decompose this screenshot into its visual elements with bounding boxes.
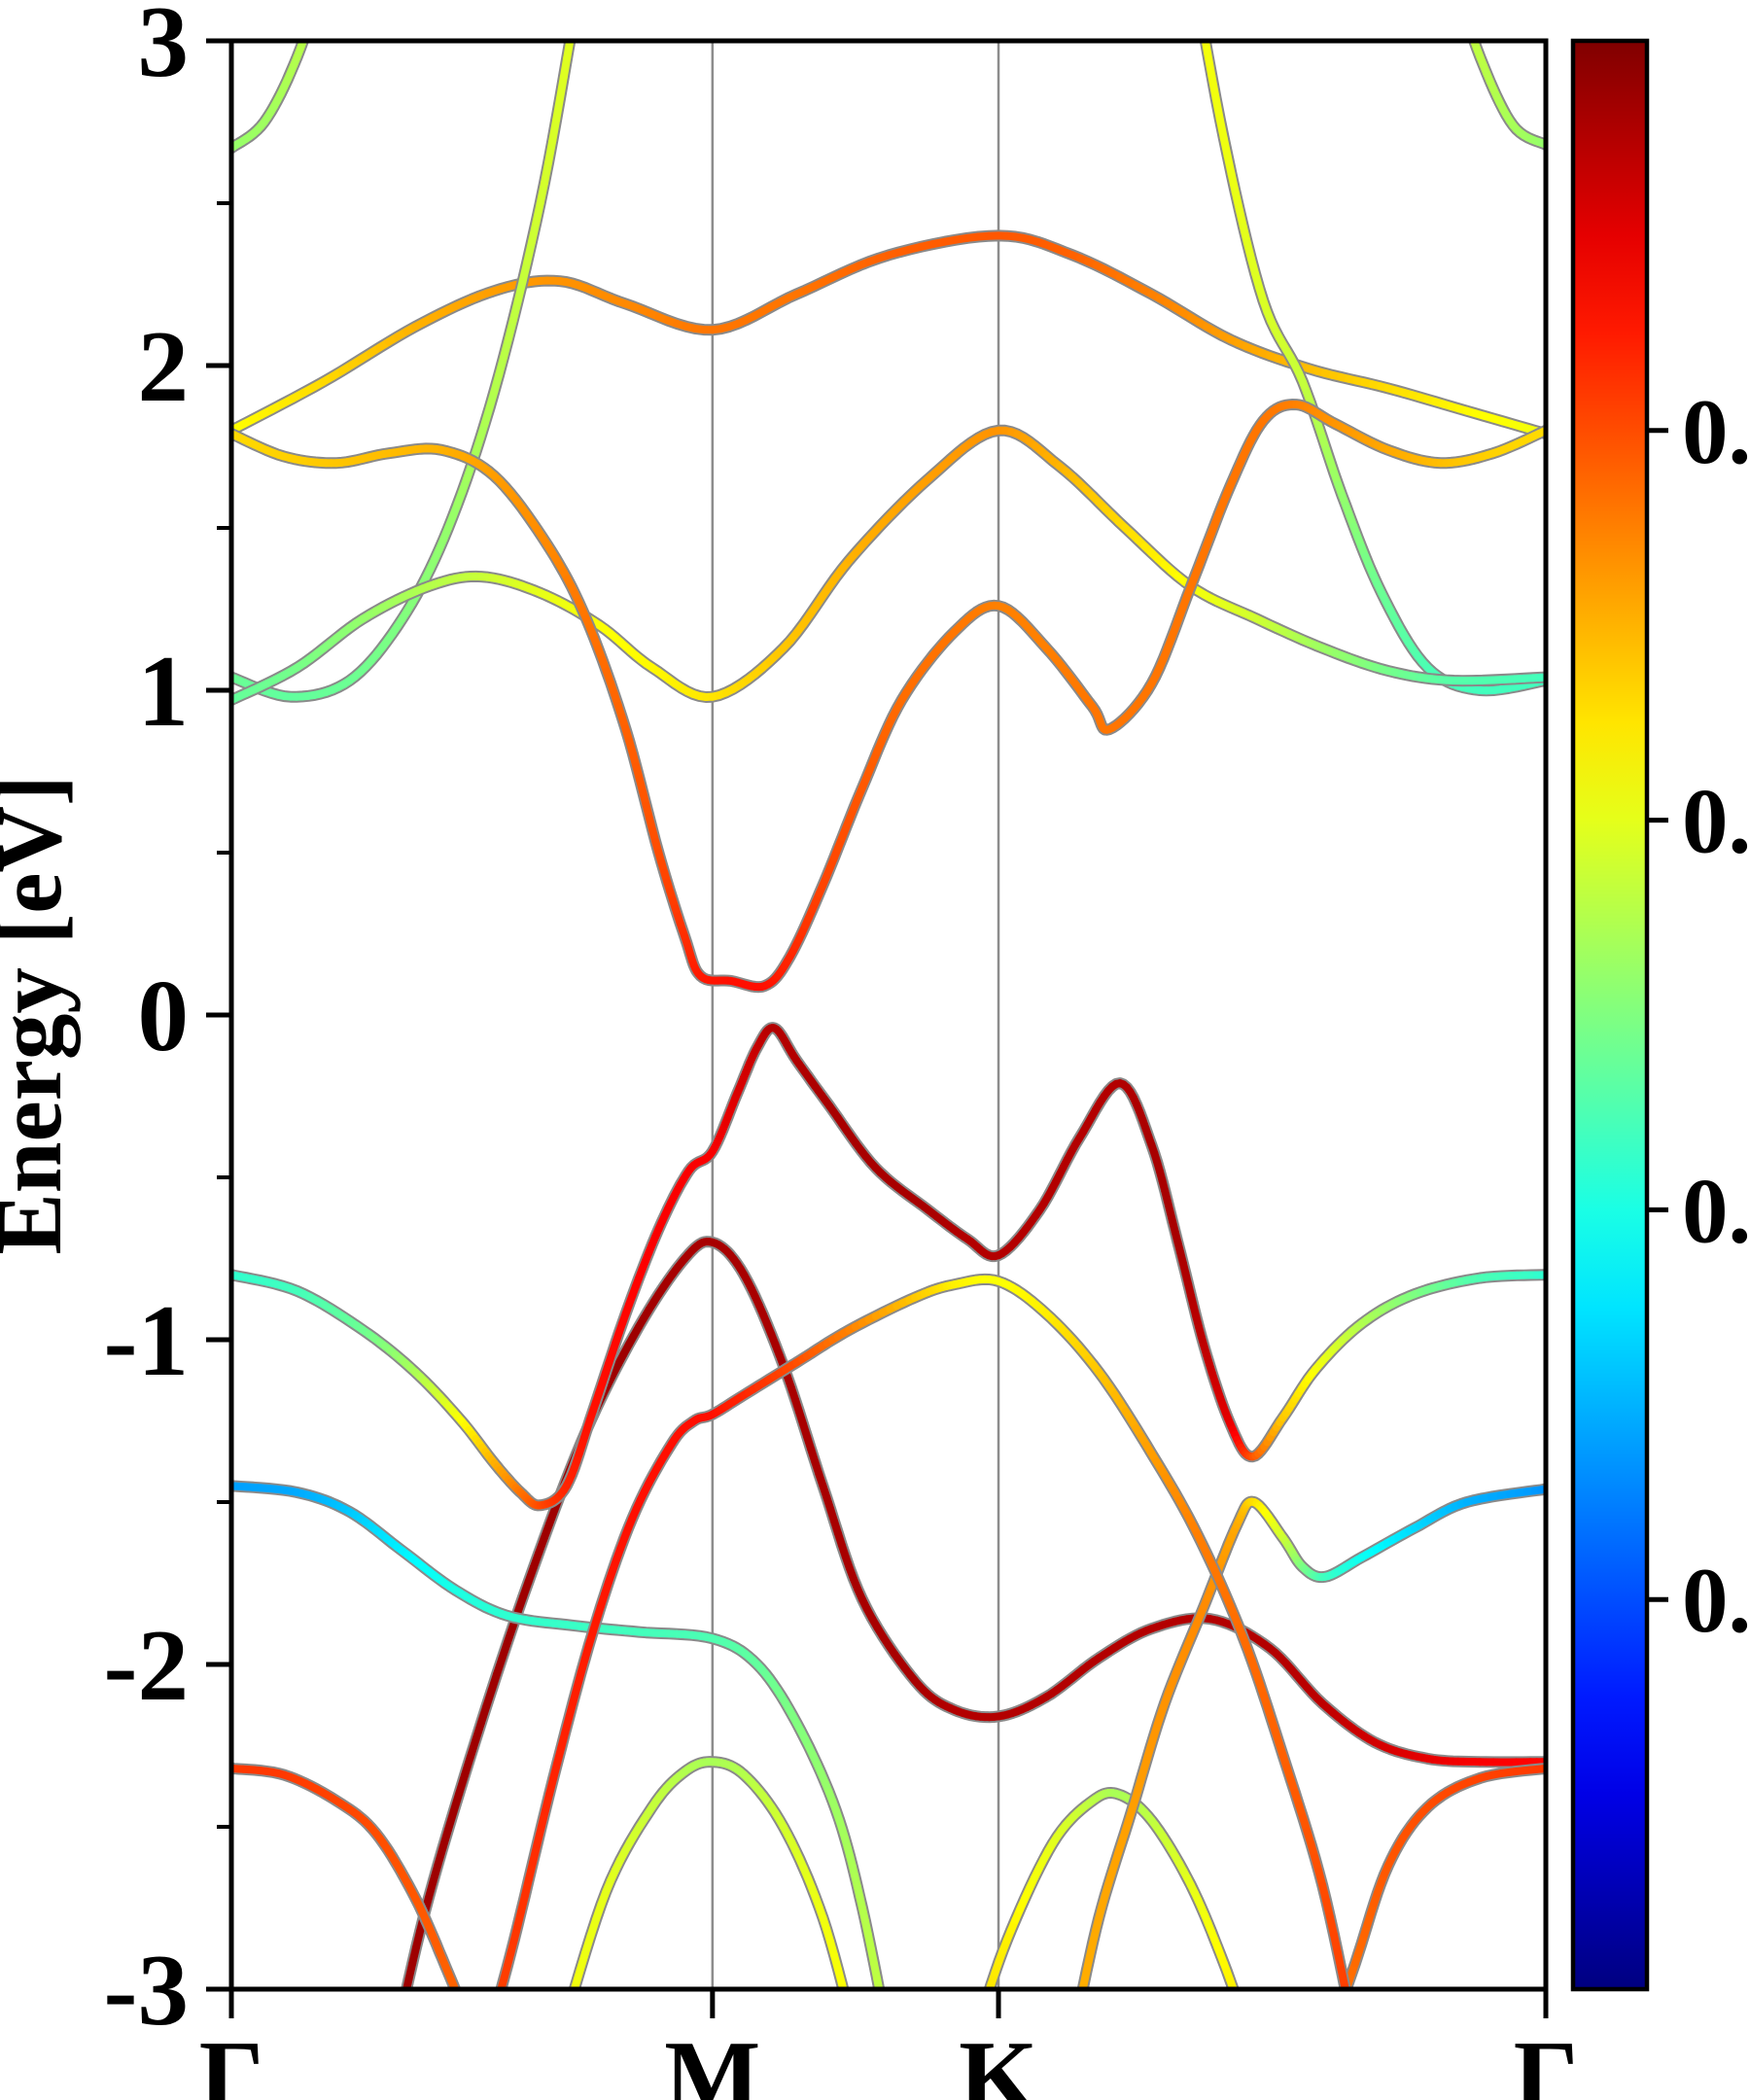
colorbar-gradient bbox=[1573, 41, 1647, 1989]
x-tick-label-Γ: Γ bbox=[199, 2019, 264, 2100]
colorbar-tick-label: 0.4 bbox=[1682, 1159, 1750, 1262]
band-valence-low-arch-at-M bbox=[568, 1756, 850, 1989]
colorbar: 0.2 0.4 0.6 0.8 bbox=[1570, 38, 1750, 1992]
y-tick-label: 0 bbox=[138, 959, 190, 1072]
band-valence-top-band bbox=[231, 1022, 1546, 1512]
y-axis-ticks: 3 2 1 0 -1 -2 -3 bbox=[104, 0, 231, 2047]
x-tick-label-M: M bbox=[664, 2019, 760, 2100]
x-tick-label-K: K bbox=[959, 2019, 1038, 2100]
colorbar-tick-label: 0.8 bbox=[1682, 380, 1750, 483]
colorbar-border bbox=[1570, 38, 1650, 1992]
y-tick-label: 3 bbox=[138, 0, 190, 98]
colorbar-tick-label: 0.2 bbox=[1682, 1549, 1750, 1652]
y-axis-title: Energy [eV] bbox=[0, 775, 81, 1254]
y-tick-label: -3 bbox=[104, 1933, 189, 2047]
x-tick-label-Γ: Γ bbox=[1514, 2019, 1579, 2100]
plot-border bbox=[228, 38, 1549, 1992]
band-conduction-parabola-gamma-left bbox=[231, 41, 310, 155]
y-tick-label: -1 bbox=[104, 1283, 189, 1397]
y-tick-label: -2 bbox=[104, 1608, 189, 1722]
band-conduction-steep-band-right bbox=[1199, 41, 1546, 697]
band-valence-blue-band-right bbox=[1076, 1483, 1546, 1989]
band-conduction-parabola-gamma-right bbox=[1467, 41, 1546, 151]
band-conduction-middle-band bbox=[231, 424, 1546, 706]
colorbar-tick-label: 0.6 bbox=[1682, 770, 1750, 873]
colorbar-ticks: 0.2 0.4 0.6 0.8 bbox=[1647, 380, 1750, 1652]
band-valence-blue-band-left bbox=[231, 1480, 886, 1989]
band-valence-red-gamma-right bbox=[1340, 1762, 1546, 1989]
band-valence-plateau-M-Kmax-band bbox=[495, 1273, 1351, 1989]
gridlines bbox=[711, 41, 1000, 1989]
band-valence-red-gamma-left bbox=[231, 1762, 462, 1989]
y-tick-label: 2 bbox=[138, 309, 190, 423]
band-conduction-upper-band bbox=[231, 229, 1546, 440]
band-valence-low-arch-K-gamma bbox=[983, 1787, 1240, 1989]
y-tick-label: 1 bbox=[138, 634, 190, 748]
bands bbox=[231, 41, 1546, 1989]
band-conduction-dipping-band bbox=[231, 399, 1546, 994]
